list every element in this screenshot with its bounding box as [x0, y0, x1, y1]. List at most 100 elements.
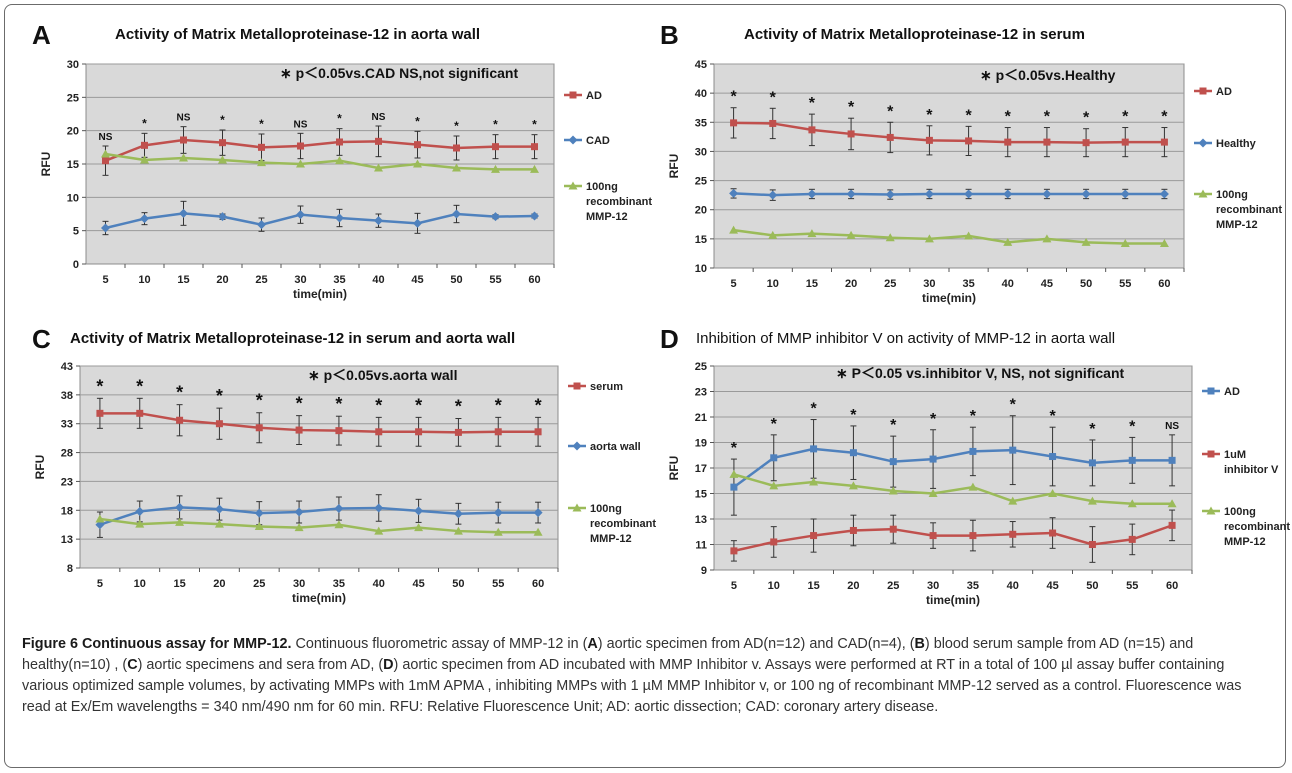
data-point [374, 503, 384, 513]
caption-ref-d: D [383, 657, 394, 673]
x-tick-label: 20 [213, 578, 225, 590]
panel-letter-a: A [32, 20, 51, 50]
legend-marker [1198, 189, 1208, 198]
data-point [336, 138, 343, 146]
y-tick-label: 35 [695, 117, 707, 129]
caption-text-3: ) blood serum sample from AD (n=15) and … [22, 636, 1194, 673]
data-point [1087, 496, 1097, 505]
data-point [1167, 499, 1177, 508]
data-point [769, 119, 777, 127]
data-point [1127, 499, 1137, 508]
data-point [258, 143, 265, 151]
y-tick-label: 25 [695, 176, 707, 188]
data-point [141, 141, 148, 149]
x-tick-label: 30 [294, 274, 306, 286]
data-point [928, 489, 938, 497]
significance-note: ∗ p＜0.05vs.CAD NS,not significant [280, 65, 518, 81]
y-tick-label: 15 [695, 234, 707, 246]
data-point [1159, 239, 1169, 248]
data-point [1088, 541, 1096, 548]
significance-marker: * [220, 113, 225, 127]
data-point [374, 163, 383, 172]
x-tick-label: 25 [884, 278, 896, 290]
x-axis-label: time(min) [293, 287, 347, 301]
y-tick-label: 18 [61, 505, 73, 517]
data-point [889, 525, 897, 533]
x-tick-label: 40 [1002, 278, 1014, 290]
significance-marker: * [1083, 110, 1090, 127]
series-line [733, 447, 1173, 489]
significance-marker: * [335, 394, 342, 414]
legend-label: 100ng recombinant MMP-12 [1216, 189, 1282, 231]
data-point [295, 426, 303, 434]
significance-marker: * [1049, 408, 1056, 425]
data-point [296, 159, 305, 168]
legend-marker [568, 181, 578, 190]
x-tick-label: 45 [1041, 278, 1053, 290]
significance-marker: * [1161, 109, 1168, 126]
data-point [533, 508, 543, 518]
x-tick-label: 60 [528, 274, 540, 286]
data-point [176, 416, 184, 424]
x-tick-label: 35 [967, 580, 979, 592]
legend-label: 1uM inhibitor V [1224, 449, 1279, 476]
x-tick-label: 20 [216, 274, 228, 286]
significance-marker: * [1010, 397, 1017, 414]
data-point [1168, 521, 1176, 529]
data-point [846, 189, 856, 199]
legend-label: Healthy [1216, 138, 1257, 150]
x-tick-label: 45 [411, 274, 423, 286]
data-point [1049, 453, 1057, 461]
x-axis-label: time(min) [922, 291, 976, 305]
significance-marker: NS [99, 132, 113, 143]
data-point [491, 212, 500, 222]
caption-text-4: ) aortic specimens and sera from AD, ( [137, 657, 384, 673]
data-point [533, 527, 543, 536]
data-point [1008, 496, 1018, 505]
significance-marker: * [730, 89, 737, 106]
caption-ref-a: A [587, 636, 598, 652]
data-point [730, 547, 738, 555]
significance-marker: * [771, 416, 778, 433]
data-point [888, 486, 898, 495]
panel-a-title: Activity of Matrix Metalloproteinase-12 … [115, 26, 481, 43]
data-point [1159, 189, 1169, 199]
data-point [491, 164, 500, 173]
significance-marker: * [493, 118, 498, 132]
y-tick-label: 23 [695, 387, 707, 399]
legend-label: AD [1224, 386, 1240, 398]
legend-marker [1199, 87, 1207, 95]
data-point [768, 190, 778, 200]
x-tick-label: 10 [767, 278, 779, 290]
x-tick-label: 25 [253, 578, 265, 590]
y-tick-label: 15 [67, 159, 79, 171]
legend-marker [573, 382, 581, 390]
data-point [101, 149, 110, 158]
data-point [136, 409, 144, 417]
data-point [1081, 189, 1091, 199]
data-point [415, 428, 423, 436]
data-point [969, 447, 977, 455]
data-point [1121, 138, 1129, 146]
data-point [219, 139, 226, 147]
data-point [294, 523, 304, 532]
data-point [929, 455, 937, 463]
significance-marker: * [809, 95, 816, 112]
x-tick-label: 55 [492, 578, 504, 590]
x-tick-label: 55 [1119, 278, 1131, 290]
x-tick-label: 30 [927, 580, 939, 592]
legend-marker [572, 441, 582, 451]
data-point [294, 507, 304, 517]
data-point [534, 428, 542, 436]
significance-marker: * [415, 395, 422, 415]
figure-caption: Figure 6 Continuous assay for MMP-12. Co… [22, 634, 1272, 718]
data-point [929, 532, 937, 540]
significance-marker: * [256, 391, 263, 411]
y-tick-label: 17 [695, 463, 707, 475]
significance-marker: * [136, 376, 143, 396]
legend-marker [572, 503, 582, 512]
x-axis-label: time(min) [292, 591, 346, 605]
data-point [296, 210, 305, 220]
significance-marker: * [337, 112, 342, 126]
x-tick-label: 15 [806, 278, 818, 290]
